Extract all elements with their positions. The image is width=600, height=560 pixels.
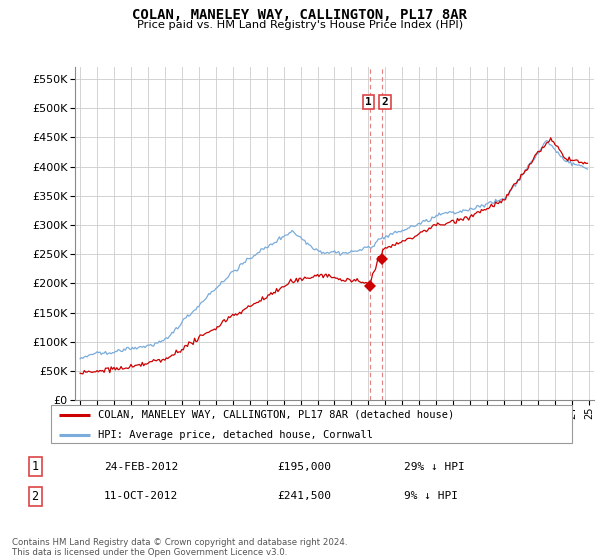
Text: Contains HM Land Registry data © Crown copyright and database right 2024.
This d: Contains HM Land Registry data © Crown c… bbox=[12, 538, 347, 557]
Text: COLAN, MANELEY WAY, CALLINGTON, PL17 8AR (detached house): COLAN, MANELEY WAY, CALLINGTON, PL17 8AR… bbox=[98, 409, 454, 419]
FancyBboxPatch shape bbox=[50, 405, 572, 443]
Text: £241,500: £241,500 bbox=[277, 491, 331, 501]
Text: 24-FEB-2012: 24-FEB-2012 bbox=[104, 462, 178, 472]
Text: 2: 2 bbox=[31, 490, 38, 503]
Text: £195,000: £195,000 bbox=[277, 462, 331, 472]
Text: 1: 1 bbox=[365, 97, 372, 108]
Text: 1: 1 bbox=[31, 460, 38, 473]
Text: COLAN, MANELEY WAY, CALLINGTON, PL17 8AR: COLAN, MANELEY WAY, CALLINGTON, PL17 8AR bbox=[133, 8, 467, 22]
Text: 29% ↓ HPI: 29% ↓ HPI bbox=[404, 462, 464, 472]
Text: Price paid vs. HM Land Registry's House Price Index (HPI): Price paid vs. HM Land Registry's House … bbox=[137, 20, 463, 30]
Text: HPI: Average price, detached house, Cornwall: HPI: Average price, detached house, Corn… bbox=[98, 430, 373, 440]
Text: 2: 2 bbox=[382, 97, 388, 108]
Text: 9% ↓ HPI: 9% ↓ HPI bbox=[404, 491, 458, 501]
Text: 11-OCT-2012: 11-OCT-2012 bbox=[104, 491, 178, 501]
